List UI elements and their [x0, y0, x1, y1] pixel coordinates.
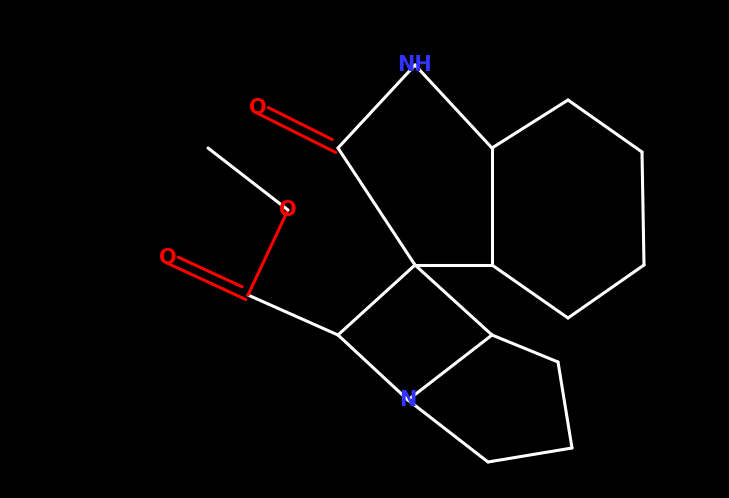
Text: O: O — [159, 248, 177, 268]
Text: O: O — [279, 200, 297, 220]
Text: N: N — [399, 390, 417, 410]
Text: O: O — [249, 98, 267, 118]
Text: NH: NH — [397, 55, 432, 75]
